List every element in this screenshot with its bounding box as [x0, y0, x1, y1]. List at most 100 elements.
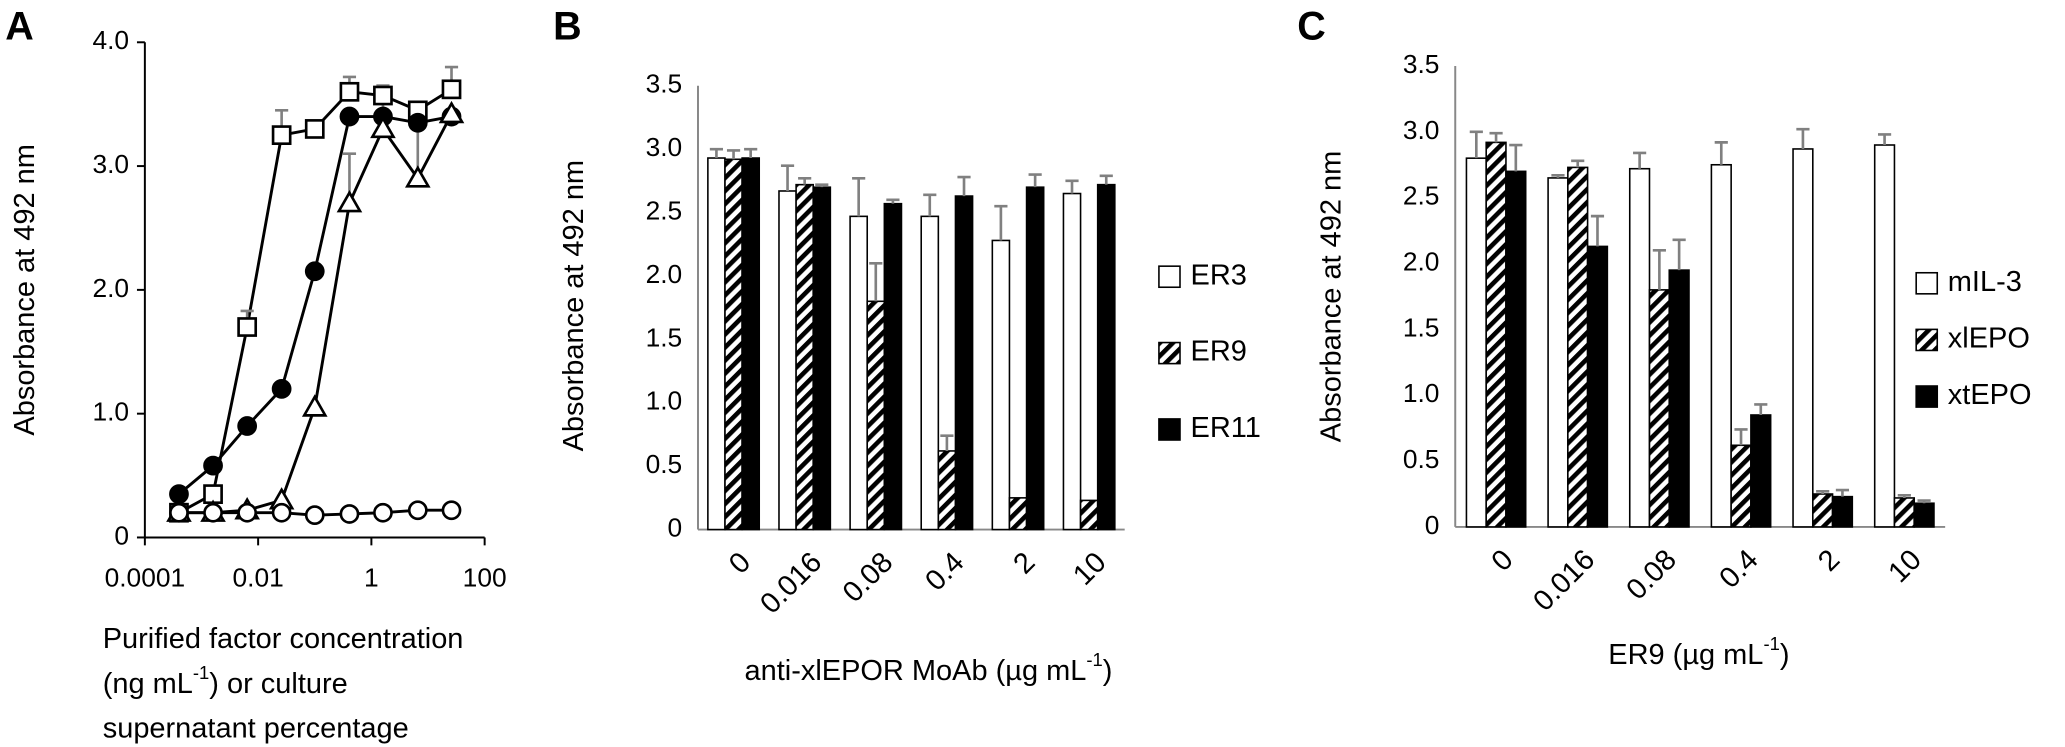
y-tick-label: 1.5	[646, 322, 683, 352]
marker	[304, 119, 325, 139]
x-tick-label: 1	[364, 563, 379, 593]
error-bar	[798, 176, 812, 185]
error-bar	[726, 149, 741, 160]
y-tick-label: 0	[1425, 510, 1440, 540]
error-bar	[1652, 249, 1666, 290]
series-line	[178, 113, 453, 515]
y-tick-label: 0	[668, 513, 683, 543]
error-bar	[1714, 141, 1728, 165]
marker	[438, 100, 465, 124]
legend-swatch	[1915, 328, 1939, 352]
error-bar	[940, 434, 954, 451]
error-bar	[994, 204, 1008, 241]
bar	[883, 202, 903, 531]
y-tick-label: 4.0	[92, 25, 129, 55]
bar	[1913, 502, 1935, 528]
bar	[937, 450, 957, 531]
x-tick-label: 2	[1812, 544, 1846, 578]
x-tick-label: 0.016	[754, 546, 828, 620]
x-axis-label: ER9 (µg mL-1)	[1608, 633, 1789, 670]
marker	[441, 500, 462, 521]
y-tick-label: 3.0	[646, 132, 683, 162]
bar	[707, 157, 726, 531]
y-tick-label: 1.5	[1403, 312, 1440, 342]
label-part: )	[1103, 654, 1113, 686]
error-bar	[1590, 214, 1605, 247]
error-bar	[1917, 499, 1931, 504]
panel-letter: B	[553, 5, 582, 49]
legend-label: ER9	[1191, 336, 1247, 368]
bar	[1079, 499, 1099, 531]
bar	[1668, 269, 1690, 528]
bar	[1628, 167, 1651, 528]
error-bar	[957, 175, 971, 197]
x-tick-label: 0.016	[1527, 544, 1601, 618]
x-tick-label: 0.0001	[105, 563, 186, 593]
marker	[407, 500, 428, 521]
bar	[812, 186, 832, 531]
label-part: Purified factor concentration	[103, 623, 464, 655]
bar	[1096, 183, 1116, 531]
bar	[1648, 289, 1671, 528]
x-tick-label: 0.01	[233, 563, 284, 593]
x-tick-label: 10	[1882, 544, 1927, 589]
error-bar	[744, 147, 758, 159]
legend-label: xlEPO	[1948, 323, 2030, 355]
y-tick-label: 3.0	[92, 149, 129, 179]
bar	[991, 239, 1011, 531]
bar	[1465, 157, 1487, 528]
error-bar	[1754, 403, 1768, 415]
x-axis-label: Purified factor concentration	[103, 623, 464, 655]
marker	[271, 502, 292, 523]
y-tick-label: 1.0	[1403, 378, 1440, 408]
bar	[1062, 192, 1082, 531]
label-part: anti-xlEPOR MoAb (µg mL	[744, 654, 1086, 686]
x-tick-label: 0	[1486, 544, 1520, 578]
marker	[370, 115, 396, 139]
marker	[237, 416, 258, 436]
bar	[1873, 144, 1896, 528]
y-axis-label: Absorbance at 492 nm	[9, 144, 41, 435]
superscript: -1	[193, 662, 209, 683]
error-bar	[1877, 133, 1892, 146]
marker	[336, 190, 363, 213]
error-bar	[869, 261, 883, 302]
marker	[304, 505, 325, 526]
error-bar	[886, 198, 900, 204]
y-tick-label: 3.5	[1403, 49, 1440, 79]
y-tick-label: 2.5	[646, 196, 683, 226]
marker	[203, 502, 223, 523]
y-axis-label: Absorbance at 492 nm	[558, 160, 590, 451]
superscript: -1	[1763, 633, 1779, 654]
label-part: ) or culture	[209, 668, 347, 700]
bar	[954, 195, 974, 531]
y-tick-label: 0	[114, 520, 129, 550]
bar	[1710, 163, 1732, 528]
bar	[920, 215, 940, 531]
bar	[866, 300, 886, 531]
marker	[271, 379, 292, 399]
legend-swatch	[1158, 341, 1181, 365]
bar	[1831, 495, 1854, 528]
marker	[203, 455, 223, 476]
bar	[1730, 444, 1752, 528]
error-bar	[1551, 173, 1565, 178]
marker	[407, 112, 428, 133]
y-tick-label: 3.0	[1403, 115, 1440, 145]
bar	[1008, 497, 1028, 531]
y-tick-label: 2.0	[92, 273, 129, 303]
x-axis-label: (ng mL-1) or culture	[103, 662, 348, 699]
bar	[1485, 141, 1507, 528]
y-tick-label: 1.0	[92, 397, 129, 427]
bar	[1792, 148, 1814, 528]
x-tick-label: 10	[1067, 546, 1112, 591]
bar	[849, 215, 869, 531]
x-tick-label: 0.08	[837, 546, 900, 609]
series-line	[178, 115, 452, 496]
error-bar	[709, 147, 724, 159]
error-bar	[1835, 488, 1850, 497]
error-bar	[780, 164, 795, 191]
label-part: (ng mL	[103, 668, 193, 700]
marker	[373, 85, 393, 106]
error-bar	[1816, 490, 1830, 495]
